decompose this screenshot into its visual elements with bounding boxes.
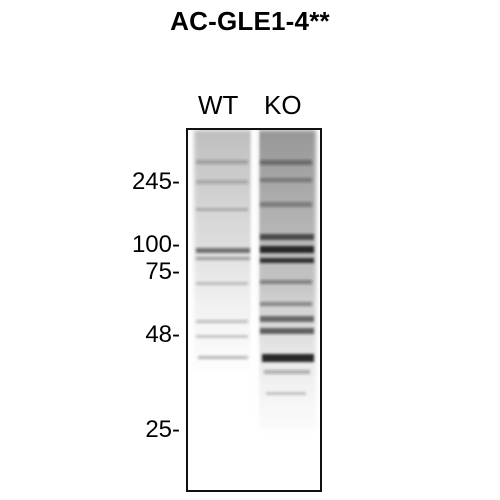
western-blot-membrane [186,128,322,492]
lane-label-wt: WT [198,90,239,120]
marker-label: 25- [145,416,180,443]
figure-title: AC-GLE1-4** [170,6,330,36]
marker-25: 25- [0,418,180,442]
lane-label-ko: KO [264,90,302,120]
marker-48: 48- [0,323,180,347]
marker-label: 100- [131,231,180,258]
lane-gap [251,130,259,490]
marker-label: 245- [131,168,180,195]
lane-ko-bands [260,160,314,395]
lane-wt-bands [196,160,250,359]
marker-label: 75- [145,258,180,285]
marker-245: 245- [0,170,180,194]
marker-75: 75- [0,260,180,284]
marker-label: 48- [145,321,180,348]
blot-image [194,130,316,490]
marker-100: 100- [0,233,180,257]
